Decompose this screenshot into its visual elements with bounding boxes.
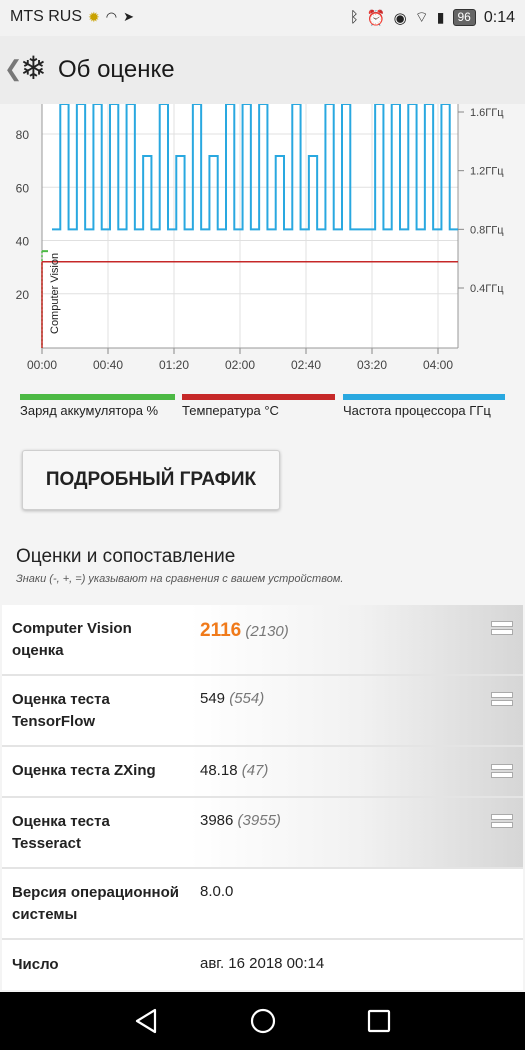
signal-icon: ▮ [436,9,445,25]
x-tick-label: 00:00 [27,358,57,372]
chart-svg: 20 40 60 80 00:00 00:40 01:20 02:00 02:40 03:20 04… [16,104,504,372]
y-right-tick-label: 1.2ГГц [470,166,504,178]
x-tick-label: 02:40 [291,358,321,372]
equal-sign-icon [491,621,513,635]
row-value: авг. 16 2018 00:14 [200,955,325,972]
page-title: Об оценке [58,56,175,83]
monitoring-chart: 20 40 60 80 00:00 00:40 01:20 02:00 02:40 03:20 04… [0,104,525,384]
legend-battery-label: Заряд аккумулятора % [20,403,159,418]
legend-battery-swatch [20,394,175,400]
table-row[interactable]: Версия операционной системы 8.0.0 [2,869,523,940]
legend-temperature: Температура °C [182,394,335,418]
nav-home-icon[interactable] [249,1007,277,1035]
legend-temperature-swatch [182,394,335,400]
status-bar: MTS RUS ✹ ◠ ➤ ᛒ ⏰ ◉ ⌔ ▮ 96 0:14 [0,0,525,36]
chart-annotation-label: Computer Vision [49,253,61,334]
eye-icon: ◉ [393,9,407,27]
y-right-tick-label: 0.8ГГц [470,224,504,236]
table-row[interactable]: Computer Vision оценка 2116 (2130) [2,605,523,676]
row-label: Число [12,956,59,973]
table-row[interactable]: Число авг. 16 2018 00:14 [2,940,523,990]
row-value-cell: 48.18 (47) [190,747,523,796]
nav-recents-icon[interactable] [367,1007,391,1035]
row-value-cell: 8.0.0 [190,869,523,938]
section-title: Оценки и сопоставление [16,546,236,567]
table-row[interactable]: Оценка теста Tesseract 3986 (3955) [2,798,523,869]
navigation-icon: ➤ [123,9,134,24]
reference-value: (3955) [237,812,281,829]
row-value-cell: 3986 (3955) [190,798,523,867]
row-value: 3986 (3955) [200,812,281,829]
chart-legend: Заряд аккумулятора % Температура °C Част… [20,394,505,424]
x-tick-label: 03:20 [357,358,387,372]
x-tick-label: 04:00 [423,358,453,372]
back-chevron-icon[interactable]: ❮ [4,56,23,81]
y-left-tick-label: 20 [16,288,30,302]
equal-sign-icon [491,764,513,778]
reference-value: (47) [241,762,269,779]
series-cpu-frequency-line [52,104,458,231]
battery-indicator: 96 [452,9,476,26]
y-right-tick-label: 0.4ГГц [470,283,504,295]
table-row[interactable]: Оценка теста ZXing 48.18 (47) [2,747,523,798]
legend-cpu-label: Частота процессора ГГц [343,403,491,418]
row-value-cell: авг. 16 2018 00:14 [190,940,523,990]
score-value: 48.18 [200,762,238,779]
y-left-tick-label: 60 [16,181,30,195]
row-label: Оценка теста TensorFlow [12,691,110,730]
app-toolbar: ❮ ❄ Об оценке [0,36,525,106]
y-right-tick-label: 1.6ГГц [470,107,504,119]
reference-value: (2130) [245,623,289,640]
bluetooth-icon: ᛒ [349,9,359,26]
rss-icon: ◠ [105,9,118,24]
carrier-name: MTS RUS [10,8,82,25]
content-area[interactable]: 20 40 60 80 00:00 00:40 01:20 02:00 02:40 03:20 04… [0,104,525,992]
alarm-icon: ⏰ [366,9,386,27]
row-value-cell: 2116 (2130) [190,605,523,674]
row-value: 8.0.0 [200,883,234,900]
score-table: Computer Vision оценка 2116 (2130) Оценк… [2,605,523,990]
legend-battery: Заряд аккумулятора % [20,394,175,418]
row-value: 549 (554) [200,690,264,707]
y-left-tick-label: 40 [16,235,30,249]
wifi-icon: ⌔ [414,9,429,26]
nav-back-icon[interactable] [133,1007,159,1035]
score-value: 2116 [200,620,242,641]
sun-icon: ✹ [88,8,100,25]
clock: 0:14 [483,8,515,26]
score-value: 3986 [200,812,234,829]
row-label: Оценка теста Tesseract [12,813,110,852]
system-nav-bar [0,992,525,1050]
legend-temperature-label: Температура °C [182,403,279,418]
snowflake-logo-icon[interactable]: ❄ [20,50,47,86]
equal-sign-icon [491,692,513,706]
legend-cpu-frequency: Частота процессора ГГц [343,394,505,418]
legend-cpu-swatch [343,394,505,400]
equal-sign-icon [491,814,513,828]
row-label: Computer Vision оценка [12,620,132,659]
y-left-tick-label: 80 [16,128,30,142]
row-label: Оценка теста ZXing [12,762,156,779]
table-row[interactable]: Оценка теста TensorFlow 549 (554) [2,676,523,747]
section-note: Знаки (-, +, =) указывают на сравнения с… [16,573,344,585]
reference-value: (554) [229,690,265,707]
row-label: Версия операционной системы [12,884,179,923]
score-value: 549 [200,690,226,707]
detailed-chart-button[interactable]: ПОДРОБНЫЙ ГРАФИК [22,450,280,510]
x-tick-label: 01:20 [159,358,189,372]
row-value-cell: 549 (554) [190,676,523,745]
row-value: 2116 (2130) [200,620,289,642]
x-tick-label: 00:40 [93,358,123,372]
x-tick-label: 02:00 [225,358,255,372]
row-value: 48.18 (47) [200,762,268,779]
